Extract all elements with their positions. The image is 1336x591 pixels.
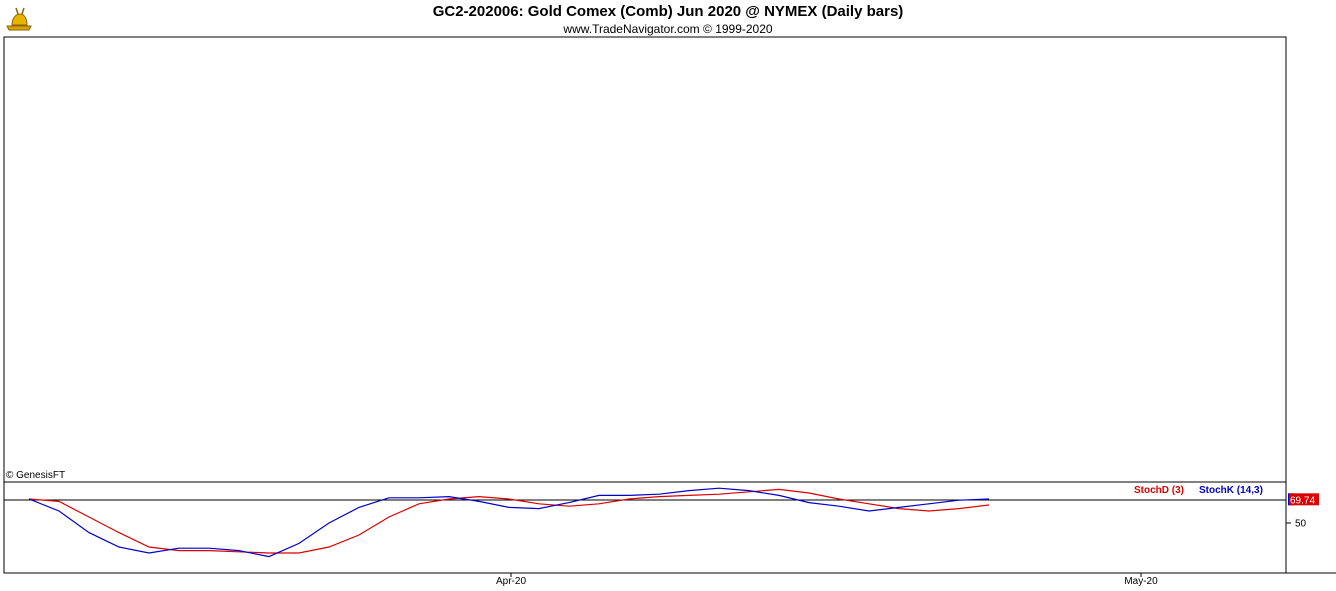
- stoch-series-line: [28, 487, 990, 558]
- price-panel-frame: [3, 36, 1287, 483]
- x-axis-label: May-20: [1124, 576, 1158, 587]
- chart-title: GC2-202006: Gold Comex (Comb) Jun 2020 @…: [432, 3, 904, 20]
- copyright-text: © GenesisFT: [6, 470, 65, 481]
- x-axis-label: Apr-20: [496, 576, 526, 587]
- stoch-series-line: [28, 488, 990, 554]
- stoch-axis-tick-label: 50: [1295, 519, 1307, 530]
- stoch-last-label: 69.74: [1290, 495, 1315, 506]
- stoch-panel-frame: [3, 481, 1287, 574]
- chart-subtitle: www.TradeNavigator.com © 1999-2020: [563, 22, 773, 36]
- bull-logo-icon: [4, 4, 34, 34]
- stoch-legend-d: StochD (3): [1134, 485, 1184, 496]
- stoch-legend-k: StochK (14,3): [1199, 485, 1263, 496]
- stoch-last-box: [1289, 493, 1319, 506]
